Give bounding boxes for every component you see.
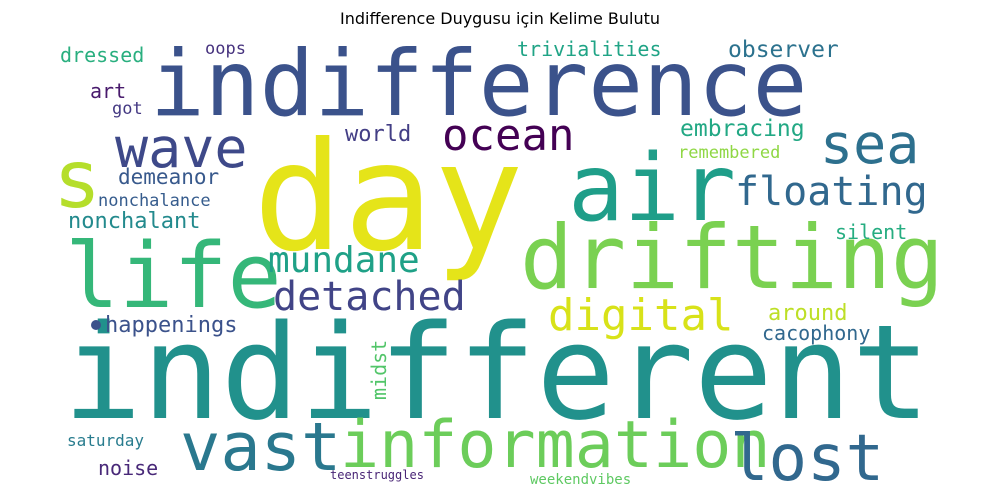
word-nonchalance: nonchalance xyxy=(98,191,211,211)
word-drifting: drifting xyxy=(520,206,944,309)
word-around: around xyxy=(768,301,847,326)
word-weekendvibes: weekendvibes xyxy=(530,472,631,488)
word-vast: vast xyxy=(180,408,341,486)
word-mundane: mundane xyxy=(268,240,420,281)
word-midst: midst xyxy=(367,340,391,400)
word-dressed: dressed xyxy=(60,43,144,67)
word-indifferent: indifferent xyxy=(63,296,931,449)
word-demeanor: demeanor xyxy=(118,165,219,189)
word-noise: noise xyxy=(98,456,158,480)
word-digital: digital xyxy=(548,290,733,341)
word-lost: lost xyxy=(730,422,884,496)
word-day: day xyxy=(253,111,524,285)
word-observer: observer xyxy=(728,37,839,63)
chart-title: Indifference Duygusu için Kelime Bulutu xyxy=(339,9,661,28)
word-life: life xyxy=(65,224,282,329)
word-dot xyxy=(91,320,101,330)
word-got: got xyxy=(112,99,143,119)
word-ocean: ocean xyxy=(442,110,574,161)
word-oops: oops xyxy=(205,39,246,59)
word-teenstruggles: teenstruggles xyxy=(330,468,424,482)
word-world: world xyxy=(345,122,411,147)
word-embracing: embracing xyxy=(680,116,805,142)
word-saturday: saturday xyxy=(67,431,144,450)
word-indifference: indifference xyxy=(150,32,807,137)
word-art: art xyxy=(90,79,126,103)
word-trivialities: trivialities xyxy=(517,37,662,61)
word-remembered: remembered xyxy=(678,143,780,163)
word-nonchalant: nonchalant xyxy=(68,209,200,234)
word-s: s xyxy=(53,133,101,226)
word-information: information xyxy=(340,408,770,483)
word-floating: floating xyxy=(735,169,928,215)
word-detached: detached xyxy=(273,274,466,320)
word-wave: wave xyxy=(115,116,247,180)
word-cacophony: cacophony xyxy=(762,321,870,345)
word-happenings: happenings xyxy=(105,313,237,338)
word-sea: sea xyxy=(820,112,919,176)
word-silent: silent xyxy=(835,220,907,244)
word-air: air xyxy=(568,134,736,242)
